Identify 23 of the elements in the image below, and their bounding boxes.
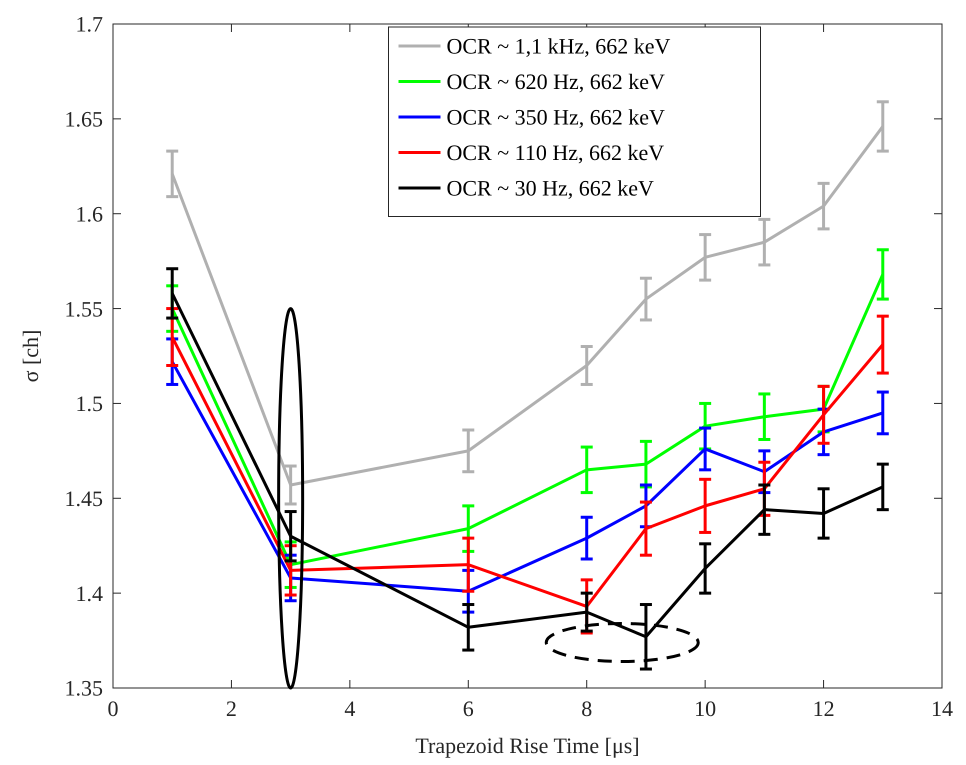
x-tick-label: 14 [931, 696, 953, 721]
y-tick-label: 1.65 [64, 106, 103, 132]
x-tick-label: 8 [581, 696, 592, 721]
legend-label: OCR ~ 110 Hz, 662 keV [446, 140, 664, 166]
y-tick-label: 1.55 [64, 296, 103, 322]
x-tick-label: 10 [694, 696, 716, 721]
x-tick-label: 6 [462, 696, 474, 721]
y-tick-label: 1.6 [76, 201, 103, 226]
legend-label: OCR ~ 620 Hz, 662 keV [446, 69, 666, 94]
legend-label: OCR ~ 1,1 kHz, 662 keV [446, 34, 671, 59]
x-tick-label: 12 [812, 696, 835, 721]
y-tick-label: 1.7 [76, 12, 103, 37]
y-axis-title: σ [ch] [18, 330, 43, 382]
y-tick-label: 1.5 [76, 391, 103, 416]
x-tick-label: 4 [344, 696, 356, 721]
legend-label: OCR ~ 30 Hz, 662 keV [446, 176, 654, 201]
x-tick-label: 2 [226, 696, 237, 721]
legend-label: OCR ~ 350 Hz, 662 keV [446, 104, 666, 130]
y-tick-label: 1.35 [64, 676, 103, 701]
x-axis-title: Trapezoid Rise Time [μs] [415, 733, 640, 758]
x-tick-label: 0 [108, 696, 118, 721]
y-tick-label: 1.45 [64, 486, 103, 511]
y-tick-label: 1.4 [76, 580, 103, 606]
